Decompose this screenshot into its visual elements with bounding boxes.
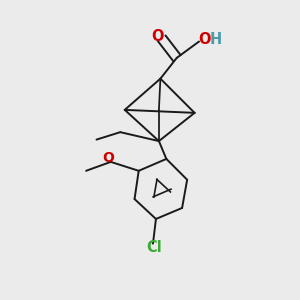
Text: O: O — [103, 151, 114, 165]
Text: O: O — [151, 29, 164, 44]
Text: O: O — [198, 32, 211, 46]
Text: H: H — [209, 32, 221, 46]
Text: Cl: Cl — [147, 240, 162, 255]
